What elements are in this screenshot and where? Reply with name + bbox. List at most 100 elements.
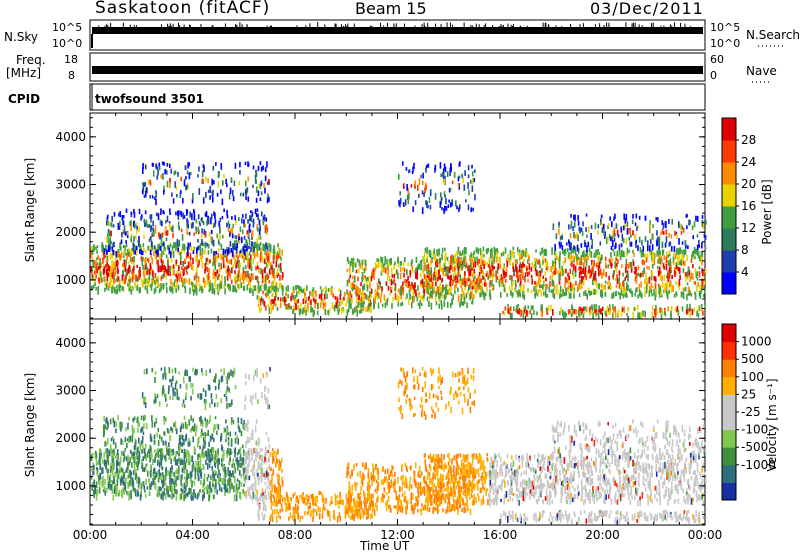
- radar-cell: [172, 481, 175, 485]
- radar-cell: [242, 246, 245, 250]
- radar-cell: [151, 459, 154, 466]
- radar-cell: [585, 213, 588, 217]
- radar-cell: [377, 293, 380, 299]
- radar-cell: [171, 245, 174, 253]
- radar-cell: [522, 271, 524, 277]
- radar-cell: [658, 259, 661, 264]
- radar-cell: [145, 263, 148, 271]
- radar-cell: [701, 307, 703, 312]
- radar-cell: [122, 221, 125, 226]
- radar-cell: [584, 306, 586, 311]
- radar-cell: [424, 247, 427, 253]
- radar-cell: [677, 309, 680, 316]
- radar-cell: [196, 463, 199, 470]
- radar-cell: [516, 270, 519, 275]
- radar-cell: [125, 231, 127, 236]
- radar-cell: [176, 489, 178, 495]
- radar-cell: [169, 177, 171, 184]
- radar-cell: [394, 285, 397, 292]
- radar-cell: [376, 258, 379, 262]
- radar-cell: [563, 311, 566, 317]
- radar-cell: [146, 289, 149, 294]
- radar-cell: [604, 291, 607, 297]
- radar-cell: [666, 292, 669, 300]
- radar-cell: [670, 234, 673, 239]
- radar-cell: [389, 258, 392, 265]
- radar-cell: [470, 252, 472, 257]
- radar-cell: [116, 449, 119, 457]
- radar-cell: [108, 221, 111, 226]
- radar-cell: [613, 229, 616, 237]
- radar-cell: [258, 228, 261, 236]
- radar-cell: [149, 249, 152, 256]
- radar-cell: [94, 490, 97, 495]
- radar-cell: [189, 252, 192, 260]
- radar-cell: [185, 476, 188, 484]
- radar-cell: [682, 249, 685, 254]
- radar-cell: [264, 473, 266, 480]
- radar-cell: [252, 472, 254, 477]
- radar-cell: [508, 286, 511, 291]
- radar-cell: [352, 262, 355, 267]
- radar-cell: [122, 287, 124, 292]
- radar-cell: [373, 270, 376, 277]
- radar-cell: [146, 486, 149, 490]
- radar-cell: [584, 266, 587, 273]
- radar-cell: [220, 244, 223, 251]
- radar-cell: [539, 276, 542, 283]
- radar-cell: [665, 221, 667, 229]
- radar-cell: [686, 304, 688, 310]
- radar-cell: [458, 261, 460, 266]
- radar-cell: [159, 472, 161, 479]
- radar-cell: [192, 265, 194, 271]
- radar-cell: [657, 258, 659, 264]
- radar-cell: [156, 259, 159, 265]
- radar-cell: [130, 233, 133, 238]
- radar-cell: [110, 465, 113, 470]
- freq-band: [92, 66, 703, 74]
- radar-cell: [128, 251, 131, 257]
- radar-cell: [211, 239, 214, 246]
- radar-cell: [93, 284, 95, 288]
- radar-cell: [692, 235, 695, 240]
- radar-cell: [271, 268, 274, 275]
- radar-cell: [396, 294, 398, 302]
- radar-cell: [264, 267, 266, 274]
- radar-cell: [577, 234, 579, 242]
- radar-cell: [509, 306, 512, 311]
- radar-cell: [645, 258, 648, 263]
- radar-cell: [273, 281, 275, 286]
- radar-cell: [252, 289, 254, 297]
- radar-cell: [469, 278, 472, 285]
- radar-cell: [237, 255, 239, 263]
- radar-cell: [147, 245, 149, 251]
- radar-cell: [355, 290, 358, 297]
- radar-cell: [694, 268, 697, 272]
- radar-cell: [260, 283, 263, 287]
- radar-cell: [150, 283, 153, 291]
- radar-cell: [207, 272, 210, 278]
- radar-cell: [595, 304, 598, 310]
- radar-cell: [450, 202, 452, 208]
- radar-cell: [142, 256, 144, 261]
- radar-cell: [110, 277, 113, 283]
- radar-cell: [190, 480, 193, 485]
- radar-cell: [583, 291, 585, 296]
- radar-cell: [444, 293, 447, 300]
- radar-cell: [230, 472, 233, 478]
- radar-cell: [469, 268, 472, 272]
- radar-cell: [273, 450, 276, 456]
- radar-cell: [133, 256, 135, 263]
- radar-cell: [106, 281, 109, 289]
- radar-cell: [378, 286, 380, 290]
- radar-cell: [127, 231, 129, 236]
- radar-cell: [250, 266, 253, 272]
- radar-cell: [485, 292, 487, 296]
- radar-cell: [169, 484, 172, 492]
- radar-cell: [215, 470, 218, 476]
- radar-cell: [128, 283, 130, 288]
- radar-cell: [541, 308, 544, 314]
- radar-cell: [536, 280, 539, 288]
- radar-cell: [165, 466, 167, 472]
- radar-cell: [232, 472, 235, 478]
